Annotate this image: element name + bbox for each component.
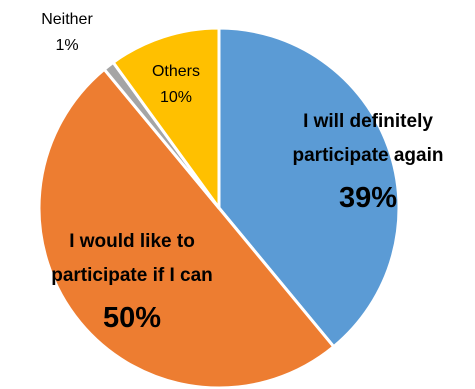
slice-label: Neither 1% xyxy=(41,11,93,54)
slice-value-label: 10% xyxy=(160,89,192,106)
slice-value-label: 39% xyxy=(339,182,397,214)
slice-category-label: Others xyxy=(152,63,200,80)
slice-category-label: I will definitely xyxy=(303,111,433,132)
pie-slice xyxy=(37,67,336,389)
slice-category-label: participate if I can xyxy=(51,265,213,286)
slice-category-label: Neither xyxy=(41,11,93,28)
slice-value-label: 50% xyxy=(103,302,161,334)
slice-label: I would like to participate if I can 50% xyxy=(51,231,213,334)
slice-category-label: I would like to xyxy=(69,231,195,252)
slice-value-label: 1% xyxy=(55,37,78,54)
pie-slices xyxy=(37,26,401,389)
slice-label: Others 10% xyxy=(152,63,200,106)
pie-slice xyxy=(217,26,401,349)
slice-label: I will definitely participate again 39% xyxy=(293,111,444,214)
slice-category-label: participate again xyxy=(293,145,444,166)
pie-slice xyxy=(111,26,221,210)
